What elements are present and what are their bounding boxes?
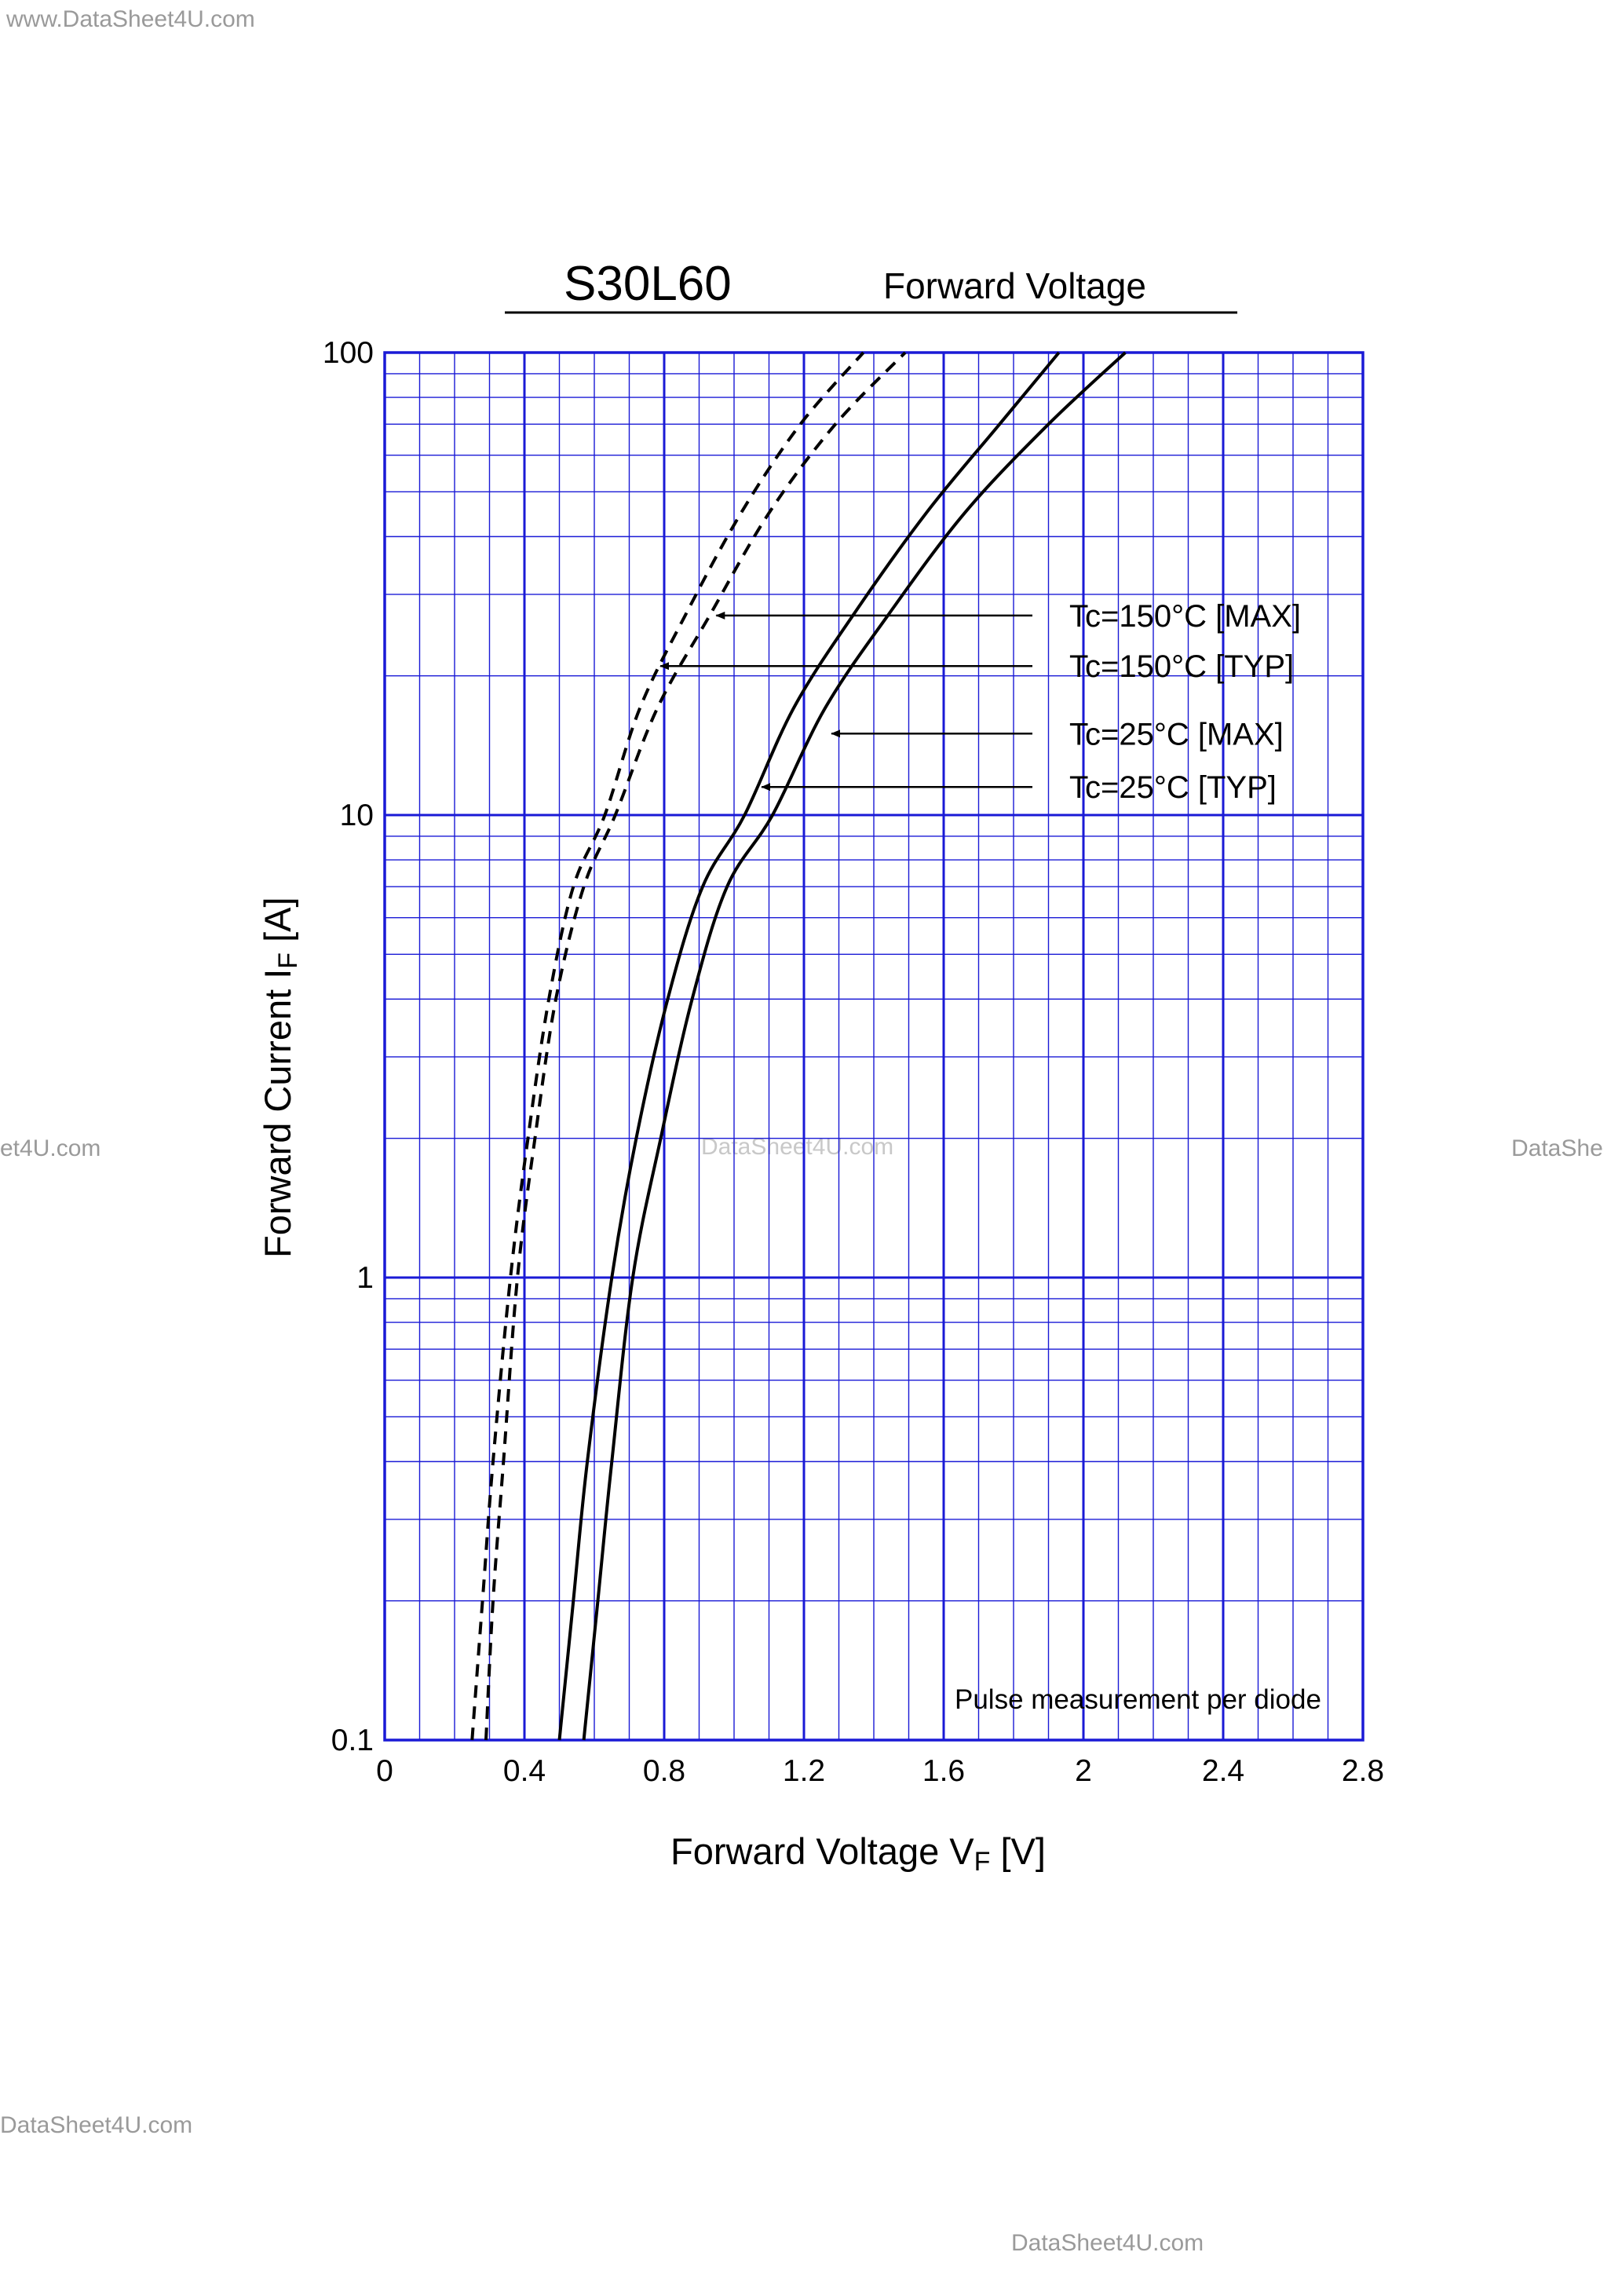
legend-label-2: Tc=25°C [MAX] (1069, 717, 1284, 751)
legend-label-3: Tc=25°C [TYP] (1069, 770, 1277, 805)
y-tick-label: 1 (356, 1261, 374, 1295)
tick-labels: 0 0.4 0.8 1.2 1.6 2 2.4 2.8 0.1 1 10 100 (323, 336, 1384, 1788)
x-tick-label: 2 (1075, 1754, 1092, 1788)
y-axis-label: Forward Current IF [A] (257, 897, 303, 1258)
x-tick-label: 2.4 (1202, 1754, 1244, 1788)
x-tick-label: 0.4 (503, 1754, 546, 1788)
watermark-top-left: www.DataSheet4U.com (6, 6, 255, 32)
x-tick-label: 0.8 (643, 1754, 685, 1788)
watermark-mid-left: et4U.com (0, 1135, 101, 1161)
series-curve-2 (582, 351, 1127, 1741)
chart-subtitle: Forward Voltage (883, 265, 1146, 306)
series-curve-1 (470, 351, 865, 1741)
y-axis-label-unit: [A] (257, 897, 298, 952)
chart-title: S30L60 (564, 257, 732, 311)
x-tick-label: 1.2 (783, 1754, 825, 1788)
plot-border (383, 351, 1364, 1742)
y-axis-label-text: Forward Current I (257, 969, 298, 1258)
pulse-measurement-note: Pulse measurement per diode (955, 1684, 1321, 1715)
series-curve-3 (557, 351, 1061, 1741)
legend-label-1: Tc=150°C [TYP] (1069, 649, 1294, 684)
y-tick-label: 100 (323, 336, 374, 370)
series-curve-0 (484, 351, 907, 1741)
y-tick-label: 0.1 (331, 1724, 374, 1757)
watermark-bottom-left: DataSheet4U.com (0, 2112, 193, 2138)
x-axis-label-text: Forward Voltage V (670, 1830, 974, 1872)
y-axis-label-subscript: F (273, 952, 303, 969)
x-axis-label-unit: [V] (990, 1830, 1046, 1872)
x-tick-label: 0 (376, 1754, 393, 1788)
x-axis-label-subscript: F (974, 1847, 991, 1877)
x-axis-label: Forward Voltage VF [V] (670, 1830, 1046, 1877)
legend-label-0: Tc=150°C [MAX] (1069, 599, 1301, 634)
grid (383, 351, 1364, 1742)
watermark-mid-right: DataShe (1511, 1135, 1603, 1161)
x-tick-label: 2.8 (1342, 1754, 1384, 1788)
watermark-bottom-right: DataSheet4U.com (1011, 2230, 1204, 2256)
y-tick-label: 10 (340, 799, 374, 832)
x-tick-label: 1.6 (922, 1754, 965, 1788)
legend: Tc=150°C [MAX] Tc=150°C [TYP] Tc=25°C [MAX… (659, 599, 1301, 805)
curves (470, 351, 1127, 1741)
